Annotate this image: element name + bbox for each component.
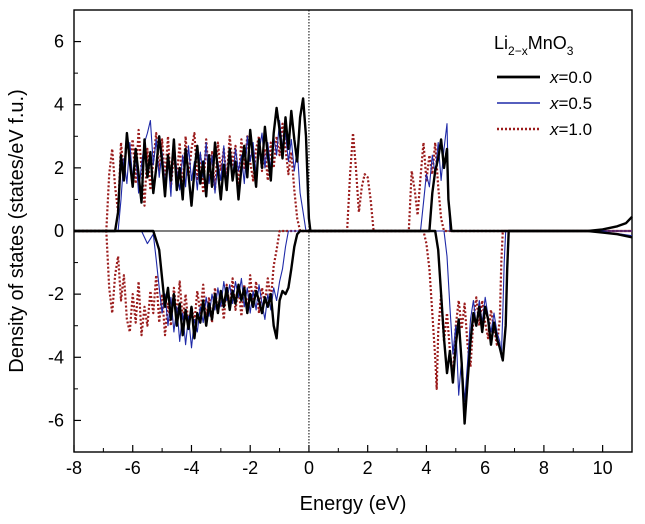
legend-title-main: Li xyxy=(494,33,508,53)
x-tick-label: -8 xyxy=(66,458,82,478)
x-tick-label: 0 xyxy=(304,458,314,478)
y-tick-label: 2 xyxy=(54,158,64,178)
x-tick-label: 8 xyxy=(539,458,549,478)
x-tick-label: -4 xyxy=(183,458,199,478)
y-axis-title: Density of states (states/eV f.u.) xyxy=(6,89,28,372)
x-tick-label: 4 xyxy=(421,458,431,478)
y-tick-label: -2 xyxy=(48,284,64,304)
series-group xyxy=(74,97,633,425)
axis-ticks xyxy=(73,9,604,453)
tick-labels: -8 -6 -4 -2 0 2 4 6 8 10 -6 -4 -2 0 2 4 6 xyxy=(48,32,613,478)
legend-title: Li2−xMnO3 xyxy=(494,33,574,58)
legend-label: x=0.0 xyxy=(549,68,592,87)
legend-label: x=0.5 xyxy=(549,94,592,113)
y-tick-label: 4 xyxy=(54,95,64,115)
legend-label: x=1.0 xyxy=(549,120,592,139)
legend-title-rest: MnO xyxy=(528,33,567,53)
x-tick-label: -2 xyxy=(242,458,258,478)
x-tick-label: 10 xyxy=(593,458,613,478)
series-line-down xyxy=(74,229,633,425)
legend-title-sub: 2−x xyxy=(508,44,528,58)
legend: Li2−xMnO3 x=0.0 x=0.5 x=1.0 xyxy=(494,33,592,139)
legend-items: x=0.0 x=0.5 x=1.0 xyxy=(497,68,592,139)
x-tick-label: -6 xyxy=(125,458,141,478)
y-tick-label: -4 xyxy=(48,347,64,367)
legend-title-sub2: 3 xyxy=(567,44,574,58)
series-line-down xyxy=(74,229,632,390)
x-axis-title: Energy (eV) xyxy=(300,493,407,515)
y-tick-label: 0 xyxy=(54,221,64,241)
series-line-up xyxy=(74,119,632,232)
series-line-up xyxy=(74,97,633,233)
x-tick-label: 2 xyxy=(363,458,373,478)
x-tick-label: 6 xyxy=(480,458,490,478)
y-tick-label: 6 xyxy=(54,32,64,52)
y-tick-label: -6 xyxy=(48,410,64,430)
